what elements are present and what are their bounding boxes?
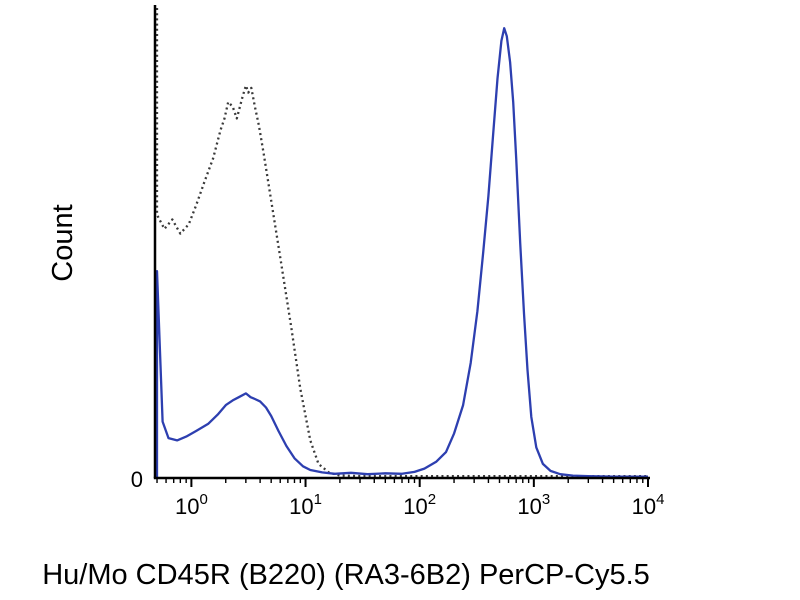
x-tick-label: 101: [289, 491, 322, 519]
x-tick-label: 103: [517, 491, 550, 519]
cd45r-b220-percp-cy5.5-curve: [155, 27, 648, 478]
x-axis-tick-labels: 100 101 102 103 104: [175, 491, 664, 519]
y-zero-label: 0: [131, 467, 143, 492]
x-tick-label: 100: [175, 491, 208, 519]
y-axis-label: Count: [47, 204, 79, 281]
x-axis-major-ticks: [190, 478, 649, 487]
histogram-curves: [155, 8, 648, 478]
x-axis-title: Hu/Mo CD45R (B220) (RA3-6B2) PerCP-Cy5.5: [42, 559, 650, 591]
x-tick-label: 102: [403, 491, 436, 519]
isotype-control-curve: [155, 8, 648, 478]
x-tick-label: 104: [632, 491, 665, 519]
